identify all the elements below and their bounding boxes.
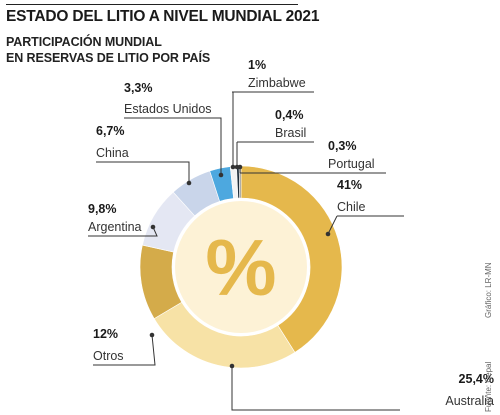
subtitle-line-1: PARTICIPACIÓN MUNDIAL [6,35,162,49]
name-label-argentina: Argentina [88,220,142,234]
donut-inner-disk [175,201,307,333]
leader-line-chile [327,215,338,235]
leader-dot-otros [149,332,155,338]
leader-dot-estados-unidos [218,172,224,178]
name-label-otros: Otros [93,349,124,363]
name-label-china: China [96,146,129,160]
name-label-brasil: Brasil [275,126,306,140]
leader-line-australia [231,366,400,411]
name-label-portugal: Portugal [328,157,375,171]
leader-line-china [96,161,190,183]
leader-dot-china [186,180,192,186]
leader-dot-zimbabwe [230,164,236,170]
name-label-estados-unidos: Estados Unidos [124,102,212,116]
value-label-portugal: 0,3% [328,139,357,153]
leader-dot-portugal [237,164,243,170]
leader-dot-australia [229,363,235,369]
chart-title: ESTADO DEL LITIO A NIVEL MUNDIAL 2021 [6,8,320,25]
leader-line-zimbabwe [232,91,234,167]
value-label-estados-unidos: 3,3% [124,81,153,95]
subtitle-line-2: EN RESERVAS DE LITIO POR PAÍS [6,51,211,65]
value-label-chile: 41% [337,178,362,192]
value-label-otros: 12% [93,327,118,341]
value-label-china: 6,7% [96,124,125,138]
title-rule [6,4,298,5]
name-label-australia: Australia [445,394,494,408]
chart-subtitle: PARTICIPACIÓN MUNDIAL EN RESERVAS DE LIT… [6,34,210,66]
leader-dot-argentina [150,224,156,230]
name-label-chile: Chile [337,200,366,214]
graphic-credit: Gráfico: LR-MN [484,262,493,318]
name-label-zimbabwe: Zimbabwe [248,76,306,90]
leader-line-estados-unidos [124,117,222,175]
value-label-argentina: 9,8% [88,202,117,216]
center-percent-symbol: % [205,223,276,312]
leader-dot-chile [325,231,331,237]
source-credit: Fuente: Cepal [484,361,493,412]
slice-chile [240,165,343,353]
value-label-brasil: 0,4% [275,108,304,122]
value-label-zimbabwe: 1% [248,58,266,72]
value-label-australia: 25,4% [459,372,494,386]
